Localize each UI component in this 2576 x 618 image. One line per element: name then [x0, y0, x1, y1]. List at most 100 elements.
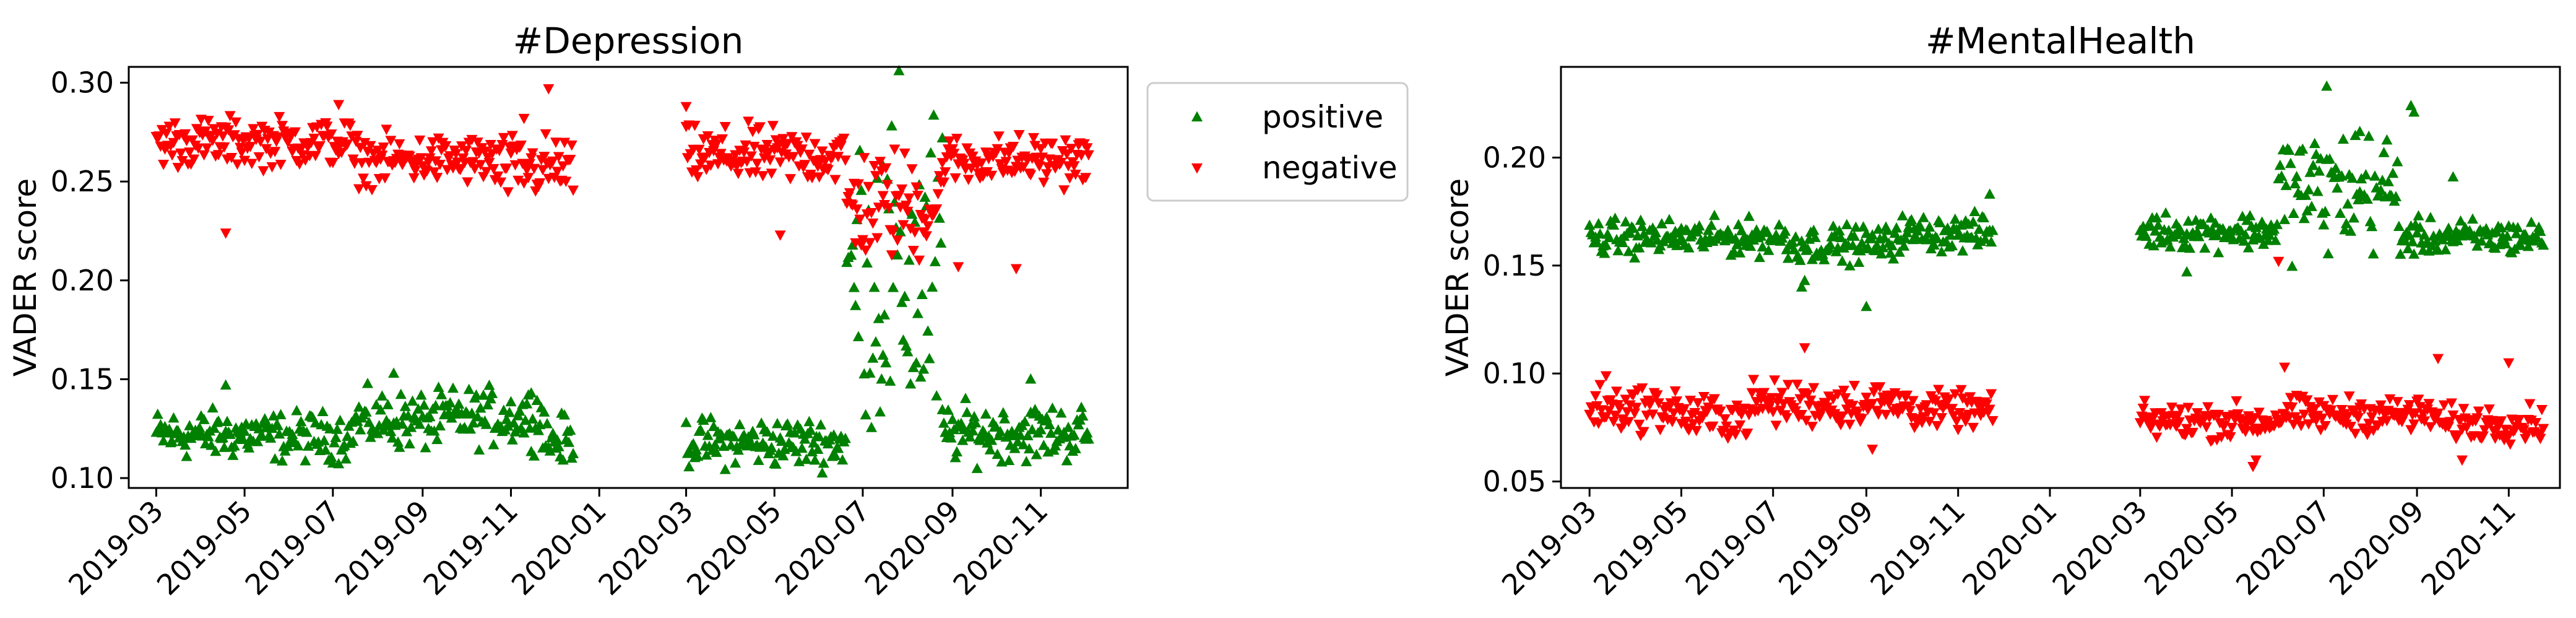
data-point-negative — [1981, 399, 1992, 410]
data-point-positive — [1861, 300, 1872, 311]
data-point-positive — [896, 297, 908, 307]
data-point-negative — [344, 120, 356, 131]
data-point-positive — [488, 438, 499, 450]
data-point-negative — [236, 147, 248, 159]
data-point-positive — [850, 300, 862, 310]
data-point-positive — [719, 463, 731, 474]
data-point-positive — [874, 406, 886, 417]
data-point-positive — [1945, 229, 1956, 240]
data-point-negative — [415, 153, 427, 163]
data-point-positive — [202, 430, 214, 442]
data-point-negative — [308, 133, 320, 144]
data-point-negative — [1064, 173, 1076, 184]
data-point-positive — [1650, 227, 1662, 238]
data-point-negative — [931, 204, 943, 215]
data-point-positive — [957, 434, 969, 445]
data-point-negative — [867, 218, 879, 229]
chart-title: #MentalHealth — [1926, 20, 2195, 62]
data-point-negative — [2179, 430, 2191, 441]
data-point-positive — [970, 417, 982, 428]
data-point-negative — [796, 144, 808, 155]
data-point-positive — [854, 144, 866, 155]
data-point-negative — [560, 176, 572, 188]
series-negative — [1584, 256, 2549, 472]
data-point-negative — [2452, 431, 2463, 442]
data-point-positive — [467, 417, 479, 428]
data-point-negative — [839, 155, 851, 166]
data-point-negative — [1861, 393, 1872, 403]
data-point-positive — [694, 424, 706, 435]
data-point-positive — [1750, 224, 1763, 235]
data-point-negative — [773, 139, 785, 150]
data-point-positive — [2306, 201, 2317, 211]
data-point-negative — [480, 167, 492, 178]
data-point-negative — [2239, 427, 2252, 437]
data-point-negative — [787, 152, 799, 163]
data-point-positive — [486, 388, 498, 398]
data-point-negative — [428, 167, 440, 178]
data-point-negative — [1748, 375, 1760, 386]
data-point-negative — [992, 144, 1003, 155]
data-point-positive — [2213, 246, 2224, 258]
data-point-positive — [184, 420, 196, 430]
data-point-positive — [331, 424, 343, 434]
data-point-positive — [276, 455, 288, 466]
data-point-positive — [1722, 224, 1734, 235]
data-point-negative — [1746, 388, 1758, 399]
data-point-negative — [2174, 417, 2185, 428]
data-point-negative — [767, 121, 779, 131]
data-point-negative — [1038, 177, 1050, 188]
data-point-negative — [782, 139, 793, 149]
data-point-positive — [812, 443, 824, 455]
data-point-positive — [915, 371, 927, 382]
x-tick-label: 2019-11 — [1864, 494, 1971, 602]
data-point-positive — [1898, 240, 1910, 251]
data-point-positive — [2440, 244, 2452, 255]
data-point-negative — [719, 121, 731, 133]
data-point-negative — [1815, 407, 1827, 419]
data-point-negative — [252, 129, 264, 141]
data-point-negative — [1880, 409, 1892, 420]
data-point-negative — [518, 113, 530, 124]
data-point-negative — [838, 133, 850, 144]
data-point-positive — [790, 445, 802, 456]
data-point-positive — [482, 399, 494, 410]
data-point-positive — [1835, 232, 1847, 242]
data-point-positive — [220, 379, 231, 390]
data-point-positive — [771, 417, 783, 429]
data-point-negative — [1935, 413, 1947, 424]
data-point-positive — [888, 281, 899, 292]
data-point-negative — [2151, 432, 2163, 443]
data-point-negative — [169, 118, 181, 129]
data-point-negative — [949, 173, 961, 184]
data-point-negative — [2483, 404, 2495, 415]
data-point-negative — [1593, 419, 1604, 429]
data-point-negative — [1986, 389, 1997, 400]
data-point-positive — [1827, 220, 1839, 231]
data-point-positive — [1706, 219, 1718, 230]
data-point-positive — [899, 290, 910, 302]
data-point-negative — [899, 148, 910, 159]
data-point-negative — [534, 178, 546, 189]
x-tick-label: 2019-07 — [239, 494, 347, 602]
data-point-positive — [839, 432, 851, 443]
data-point-positive — [320, 444, 332, 455]
data-point-negative — [2226, 422, 2238, 433]
data-point-negative — [460, 146, 472, 157]
data-point-positive — [2300, 189, 2312, 200]
data-point-positive — [181, 450, 192, 461]
data-point-negative — [881, 180, 893, 191]
data-point-positive — [946, 414, 958, 424]
data-point-positive — [1809, 232, 1821, 242]
data-point-positive — [2318, 219, 2330, 230]
data-point-negative — [2200, 422, 2212, 433]
data-point-positive — [501, 414, 512, 424]
data-point-negative — [2139, 396, 2151, 406]
data-point-positive — [2244, 210, 2256, 220]
data-point-positive — [902, 346, 914, 357]
data-point-positive — [224, 429, 236, 439]
data-point-positive — [692, 450, 704, 461]
data-point-negative — [962, 175, 974, 186]
data-point-negative — [424, 153, 436, 164]
data-point-negative — [155, 141, 166, 152]
